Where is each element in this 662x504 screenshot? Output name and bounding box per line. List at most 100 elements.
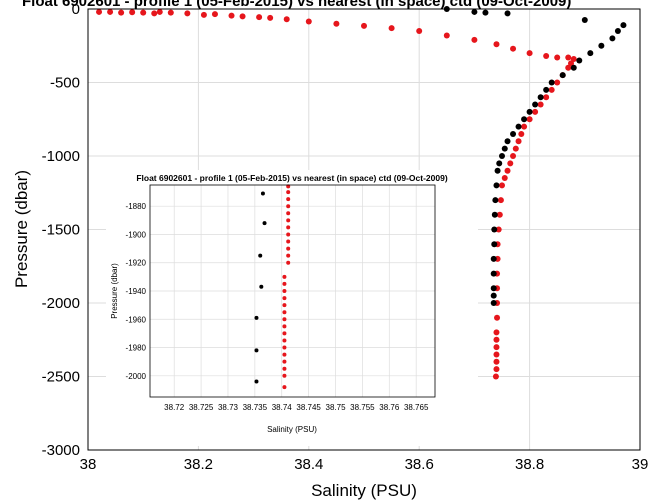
main-red-point — [493, 344, 500, 351]
main-red-point — [388, 25, 395, 32]
inset-x-tick-label-9: 38.765 — [404, 403, 429, 412]
main-red-point — [151, 10, 158, 17]
main-red-point — [495, 226, 502, 233]
main-x-tick-label-3: 38.6 — [405, 456, 434, 473]
main-black-point — [620, 22, 627, 29]
inset-x-axis-label: Salinity (PSU) — [267, 425, 317, 434]
inset-red-point — [282, 324, 287, 329]
main-red-point — [548, 86, 555, 93]
main-red-point — [493, 358, 500, 365]
inset-red-point — [282, 274, 287, 279]
main-red-point — [129, 9, 136, 16]
main-red-point — [256, 14, 263, 21]
main-x-tick-label-2: 38.4 — [294, 456, 323, 473]
main-red-point — [211, 11, 218, 18]
main-red-point — [118, 9, 125, 16]
inset-red-point — [286, 225, 291, 230]
main-black-point — [521, 116, 528, 123]
main-black-point — [598, 42, 605, 49]
main-plot-frame — [87, 8, 641, 451]
main-black-point — [490, 300, 497, 306]
main-red-point — [361, 22, 367, 29]
main-y-tick-label-1: -500 — [50, 75, 80, 92]
inset-red-point — [286, 260, 291, 265]
main-black-point — [526, 108, 533, 115]
main-red-point — [492, 373, 499, 380]
main-red-point — [554, 79, 561, 86]
inset-red-point — [282, 331, 287, 336]
inset-x-tick-label-0: 38.72 — [164, 403, 185, 412]
main-red-point — [526, 50, 533, 57]
inset-y-axis-label: Pressure (dbar) — [110, 263, 119, 319]
main-red-point — [228, 12, 235, 19]
inset-y-tick-label-1: -1900 — [126, 230, 147, 239]
main-red-point — [167, 9, 174, 16]
main-data-points — [96, 6, 627, 380]
inset-x-tick-label-8: 38.76 — [379, 403, 400, 412]
main-red-point — [493, 336, 500, 343]
main-red-point — [554, 54, 561, 61]
main-x-tick-label-5: 39 — [632, 456, 649, 473]
main-red-point — [501, 175, 508, 182]
inset-x-tick-label-6: 38.75 — [326, 403, 347, 412]
main-black-point — [510, 130, 517, 137]
main-black-point — [587, 50, 594, 57]
inset-plot-frame — [149, 184, 436, 398]
main-black-point — [504, 138, 511, 145]
main-y-tick-label-3: -1500 — [42, 222, 80, 239]
main-black-point — [609, 35, 616, 42]
main-y-axis-label: Pressure (dbar) — [12, 170, 31, 288]
main-black-point — [492, 197, 499, 204]
main-red-point — [184, 10, 191, 17]
main-red-point — [543, 94, 550, 101]
main-red-point — [239, 13, 246, 20]
inset-red-point — [282, 281, 287, 286]
main-red-point — [565, 54, 572, 61]
main-y-tick-label-0: 0 — [72, 1, 80, 18]
main-black-point — [494, 167, 501, 174]
main-red-point — [532, 108, 539, 115]
main-black-point — [576, 57, 583, 64]
inset-red-point — [286, 190, 291, 195]
main-red-point — [283, 16, 290, 23]
main-red-point — [568, 60, 574, 67]
main-red-point — [497, 197, 504, 204]
inset-x-tick-label-4: 38.74 — [272, 403, 293, 412]
main-red-point — [107, 8, 114, 15]
main-red-point — [543, 53, 550, 60]
inset-red-point — [282, 303, 287, 308]
inset-red-point — [282, 345, 287, 350]
main-black-point — [493, 182, 500, 189]
inset-x-tick-label-2: 38.73 — [218, 403, 239, 412]
main-x-tick-label-0: 38 — [80, 456, 97, 473]
main-black-point — [559, 72, 566, 79]
main-x-axis-label: Salinity (PSU) — [311, 481, 417, 500]
main-red-point — [570, 55, 577, 62]
main-x-tick-label-1: 38.2 — [184, 456, 213, 473]
inset-red-point — [282, 317, 287, 322]
inset-red-point — [286, 184, 291, 189]
main-red-point — [305, 18, 312, 25]
inset-red-point — [286, 239, 291, 244]
inset-red-point — [286, 197, 291, 202]
main-black-point — [548, 79, 555, 86]
main-tick-labels: 38 38.2 38.4 38.6 38.8 39 0 -500 -1000 -1500 -2000… — [42, 1, 649, 473]
main-red-point — [510, 45, 517, 52]
main-black-point — [532, 101, 539, 108]
main-y-tick-label-4: -2000 — [42, 295, 80, 312]
main-black-point — [471, 8, 478, 15]
main-red-point — [416, 28, 423, 35]
inset-x-tick-label-3: 38.735 — [243, 403, 268, 412]
main-red-point — [504, 167, 511, 174]
main-red-point — [156, 8, 163, 15]
inset-gridlines — [150, 185, 435, 397]
inset-red-point — [286, 232, 291, 237]
main-red-point — [512, 145, 519, 152]
main-red-point — [494, 314, 501, 321]
main-black-point — [490, 285, 497, 292]
inset-y-tick-label-3: -1940 — [126, 287, 147, 296]
main-red-point — [493, 351, 500, 358]
main-black-point — [491, 241, 498, 248]
main-red-point — [521, 123, 528, 130]
main-black-point — [490, 270, 497, 277]
